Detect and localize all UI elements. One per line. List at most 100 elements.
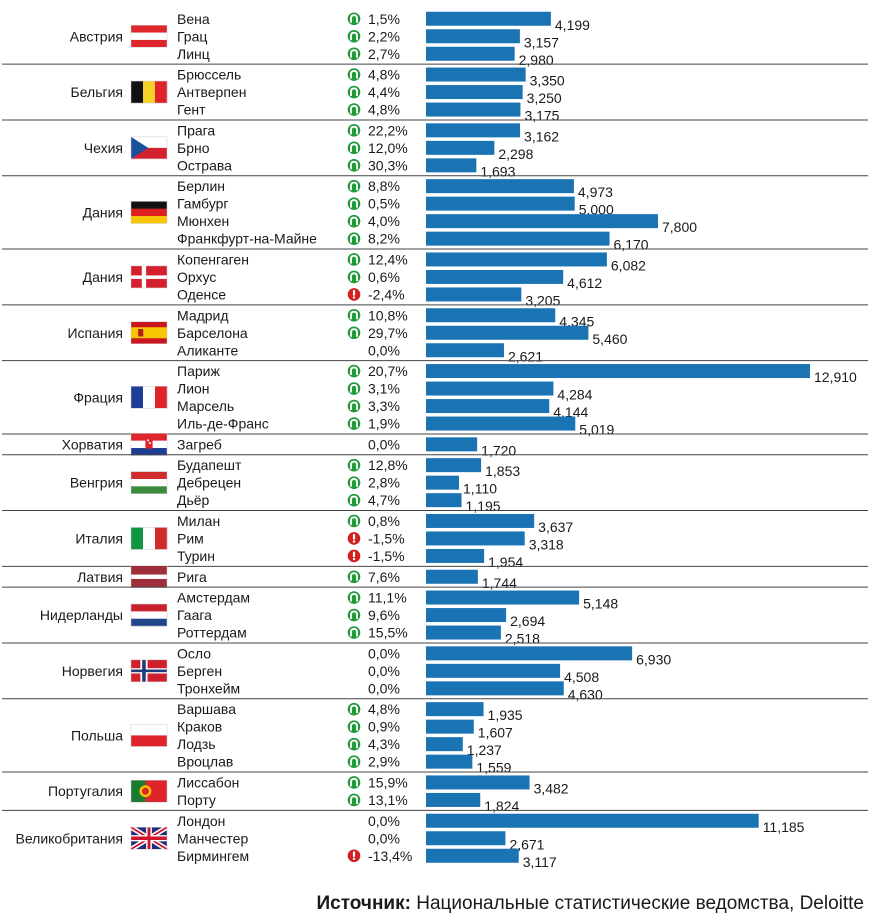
bar	[426, 214, 659, 229]
bar	[426, 702, 484, 717]
bar	[426, 590, 580, 605]
arrow-up-icon	[347, 476, 361, 489]
city-label: Брно	[177, 140, 210, 156]
city-label: Франкфурт-на-Майне	[177, 231, 317, 247]
country-label: Дания	[83, 269, 123, 285]
bar	[426, 681, 564, 696]
arrow-up-icon	[347, 47, 361, 61]
city-label: Краков	[177, 719, 222, 735]
value-label: 2,694	[510, 613, 545, 629]
city-label: Милан	[177, 513, 220, 529]
arrow-up-icon	[347, 179, 361, 193]
flag-poland-icon	[130, 724, 168, 747]
bar	[426, 646, 633, 661]
change-label: -2,4%	[368, 286, 405, 302]
arrow-up-icon	[347, 103, 361, 116]
value-label: 3,205	[525, 292, 560, 308]
change-label: 0,8%	[368, 513, 400, 529]
value-label: 1,853	[485, 463, 520, 479]
city-label: Антверпен	[177, 84, 246, 100]
value-label: 3,157	[524, 34, 559, 50]
bar	[426, 719, 474, 734]
city-label: Линц	[177, 46, 210, 62]
bar	[426, 813, 759, 828]
country-label: Италия	[75, 530, 123, 546]
city-label: Лондон	[177, 813, 225, 829]
change-label: 2,8%	[368, 475, 400, 491]
change-label: 4,8%	[368, 701, 400, 717]
source-label: Источник:	[316, 893, 411, 914]
city-label: Осло	[177, 645, 211, 661]
arrow-up-icon	[347, 755, 361, 768]
value-label: 1,720	[481, 442, 516, 458]
country-label: Чехия	[84, 140, 123, 156]
value-label: 12,910	[814, 369, 857, 385]
bar	[426, 831, 506, 846]
bar	[426, 29, 520, 44]
flag-hungary-icon	[130, 471, 168, 494]
city-label: Мюнхен	[177, 213, 229, 229]
value-label: 2,980	[519, 52, 554, 68]
change-label: 29,7%	[368, 325, 408, 341]
value-label: 3,175	[524, 108, 559, 124]
country-label: Хорватия	[62, 436, 123, 452]
value-label: 3,318	[529, 536, 564, 552]
arrow-up-icon	[347, 458, 361, 472]
arrow-up-icon	[347, 270, 361, 284]
city-label: Оденсе	[177, 286, 226, 302]
change-label: 4,3%	[368, 736, 400, 752]
value-label: 1,824	[484, 798, 519, 814]
city-label: Орхус	[177, 269, 216, 285]
value-label: 4,199	[555, 17, 590, 33]
arrow-up-icon	[347, 720, 361, 733]
bar	[426, 102, 521, 117]
value-label: 2,518	[505, 631, 540, 647]
bar	[426, 46, 515, 61]
value-label: 5,019	[579, 422, 614, 438]
value-label: 2,298	[498, 146, 533, 162]
flag-germany-icon	[130, 201, 168, 224]
value-label: 4,345	[559, 313, 594, 329]
change-label: 7,6%	[368, 569, 400, 585]
country-label: Дания	[83, 204, 123, 220]
value-label: 1,607	[478, 725, 513, 741]
bar	[426, 140, 495, 155]
city-label: Вена	[177, 11, 210, 27]
bar	[426, 531, 525, 546]
value-label: 1,559	[476, 760, 511, 776]
change-label: 15,9%	[368, 774, 408, 790]
bar	[426, 252, 607, 267]
flag-croatia-icon	[130, 433, 168, 456]
city-label: Дьёр	[177, 492, 210, 508]
value-label: 6,930	[636, 651, 671, 667]
arrow-up-icon	[347, 308, 361, 322]
city-label: Гент	[177, 102, 206, 118]
flag-norway-icon	[130, 659, 168, 683]
change-label: 30,3%	[368, 157, 408, 173]
value-label: 4,144	[553, 404, 588, 420]
bar	[426, 158, 477, 173]
change-label: 0,0%	[368, 342, 400, 358]
bar	[426, 792, 481, 807]
city-label: Гаага	[177, 607, 212, 623]
bar	[426, 67, 526, 82]
value-label: 4,284	[557, 387, 592, 403]
country-label: Польша	[71, 727, 123, 743]
city-label: Аликанте	[177, 342, 239, 358]
arrow-up-icon	[347, 793, 361, 807]
value-label: 5,148	[583, 596, 618, 612]
value-label: 1,744	[482, 575, 517, 591]
arrow-up-icon	[347, 232, 361, 245]
bar	[426, 513, 535, 528]
flag-netherlands-icon	[130, 603, 168, 627]
city-label: Брюссель	[177, 67, 241, 83]
arrow-up-icon	[347, 68, 361, 81]
arrow-up-icon	[347, 591, 361, 604]
bar	[426, 381, 554, 396]
change-label: 4,0%	[368, 213, 400, 229]
city-label: Иль-де-Франс	[177, 416, 269, 432]
change-label: 9,6%	[368, 607, 400, 623]
flag-denmark-icon	[130, 265, 168, 289]
change-label: 1,5%	[368, 11, 400, 27]
change-label: -13,4%	[368, 848, 412, 864]
